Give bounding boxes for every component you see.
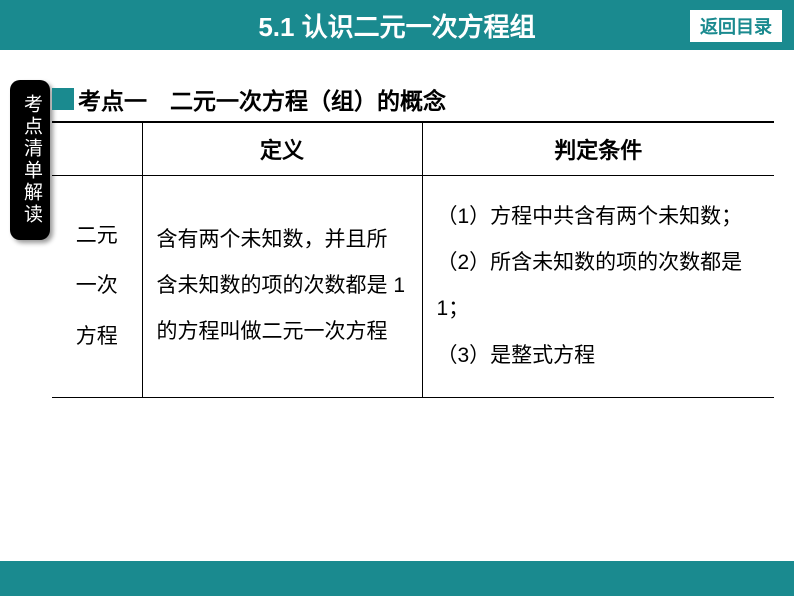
section-title-text: 考点一 二元一次方程（组）的概念 [78,82,446,116]
table-header-row: 定义 判定条件 [52,122,774,176]
footer-bar [0,561,794,596]
th-definition: 定义 [142,122,422,176]
section-heading: 考点一 二元一次方程（组）的概念 [52,82,774,116]
table-row: 二元 一次 方程 含有两个未知数，并且所含未知数的项的次数都是 1 的方程叫做二… [52,176,774,398]
header-bar: 5.1 认识二元一次方程组 返回目录 [0,0,794,50]
cell-conditions: （1）方程中共含有两个未知数； （2）所含未知数的项的次数都是 1； （3）是整… [422,176,774,398]
cell-name: 二元 一次 方程 [52,176,142,398]
th-blank [52,122,142,176]
main-content: 考点一 二元一次方程（组）的概念 定义 判定条件 二元 一次 方程 含有两个未知… [52,82,774,398]
return-button[interactable]: 返回目录 [688,8,784,44]
cell-definition: 含有两个未知数，并且所含未知数的项的次数都是 1 的方程叫做二元一次方程 [142,176,422,398]
concept-table: 定义 判定条件 二元 一次 方程 含有两个未知数，并且所含未知数的项的次数都是 … [52,121,774,398]
page-title: 5.1 认识二元一次方程组 [258,7,535,44]
side-tab-label: 考点清单解读 [10,80,50,240]
bullet-icon [52,88,74,110]
th-conditions: 判定条件 [422,122,774,176]
